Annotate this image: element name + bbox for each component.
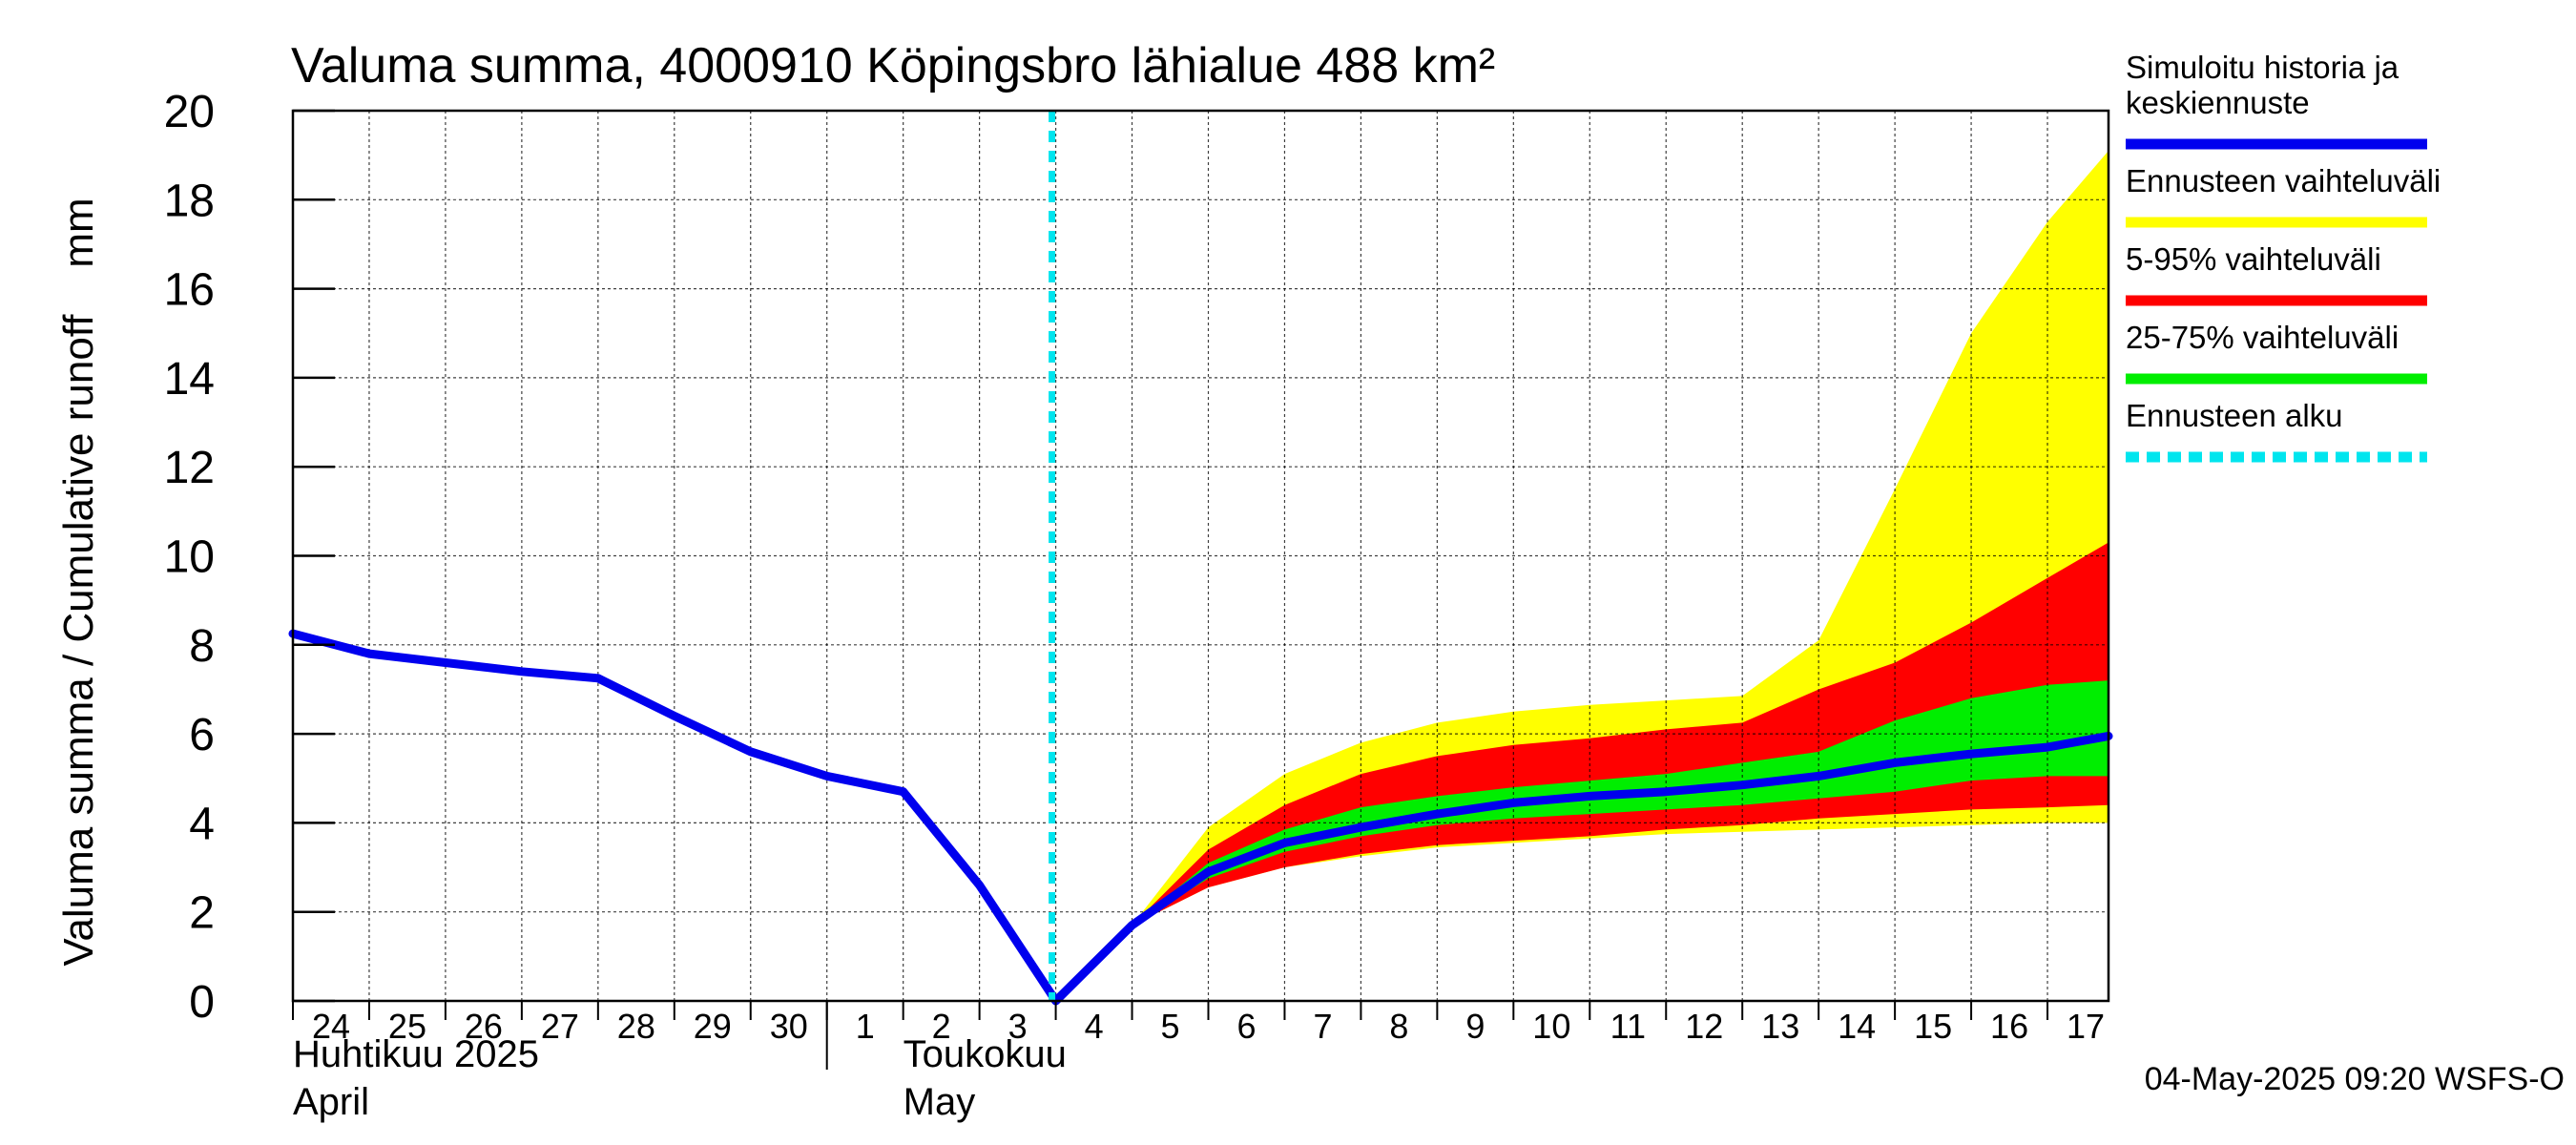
band-2 [1055, 680, 2109, 1001]
y-tick-label: 16 [164, 265, 215, 316]
legend-label: Ennusteen vaihteluväli [2126, 163, 2441, 198]
x-tick-label: 5 [1161, 1007, 1180, 1046]
x-tick-label: 7 [1313, 1007, 1332, 1046]
x-tick-label: 16 [1990, 1007, 2028, 1046]
x-tick-label: 26 [465, 1007, 503, 1046]
x-tick-label: 25 [388, 1007, 426, 1046]
x-tick-label: 12 [1685, 1007, 1723, 1046]
x-tick-label: 8 [1389, 1007, 1408, 1046]
x-tick-label: 10 [1532, 1007, 1570, 1046]
y-tick-label: 12 [164, 443, 215, 493]
x-tick-label: 2 [932, 1007, 951, 1046]
chart-title: Valuma summa, 4000910 Köpingsbro lähialu… [291, 38, 1495, 94]
x-tick-label: 28 [617, 1007, 655, 1046]
x-tick-label: 1 [856, 1007, 875, 1046]
y-tick-label: 18 [164, 176, 215, 226]
y-axis-label: Valuma summa / Cumulative runoff mm [55, 198, 102, 966]
y-tick-label: 4 [189, 799, 215, 849]
month-label: Huhtikuu 2025 [293, 1033, 539, 1075]
x-tick-label: 17 [2067, 1007, 2105, 1046]
x-tick-label: 6 [1236, 1007, 1256, 1046]
x-tick-label: 27 [541, 1007, 579, 1046]
x-tick-label: 30 [770, 1007, 808, 1046]
legend-label: Simuloitu historia ja [2126, 50, 2399, 85]
legend-label: 25-75% vaihteluväli [2126, 320, 2399, 355]
legend-label: 5-95% vaihteluväli [2126, 241, 2381, 277]
y-tick-label: 10 [164, 532, 215, 583]
y-tick-label: 8 [189, 621, 215, 672]
x-tick-label: 14 [1838, 1007, 1876, 1046]
legend-label: keskiennuste [2126, 85, 2310, 120]
footer-timestamp: 04-May-2025 09:20 WSFS-O [2145, 1061, 2565, 1097]
band-1 [1055, 542, 2109, 1001]
x-tick-label: 9 [1465, 1007, 1485, 1046]
x-tick-label: 24 [312, 1007, 350, 1046]
x-tick-label: 13 [1761, 1007, 1799, 1046]
month-label: Toukokuu [904, 1033, 1067, 1075]
x-tick-label: 15 [1914, 1007, 1952, 1046]
y-tick-label: 20 [164, 87, 215, 137]
y-tick-label: 2 [189, 888, 215, 939]
x-tick-label: 4 [1085, 1007, 1104, 1046]
y-tick-label: 0 [189, 977, 215, 1028]
y-tick-label: 14 [164, 354, 215, 405]
month-label-en: April [293, 1081, 369, 1123]
month-label-en: May [904, 1081, 976, 1123]
x-tick-label: 29 [694, 1007, 732, 1046]
y-tick-label: 6 [189, 710, 215, 760]
legend-label: Ennusteen alku [2126, 398, 2343, 433]
x-tick-label: 11 [1610, 1007, 1646, 1046]
x-tick-label: 3 [1008, 1007, 1028, 1046]
mean-line-0 [288, 629, 2113, 1006]
